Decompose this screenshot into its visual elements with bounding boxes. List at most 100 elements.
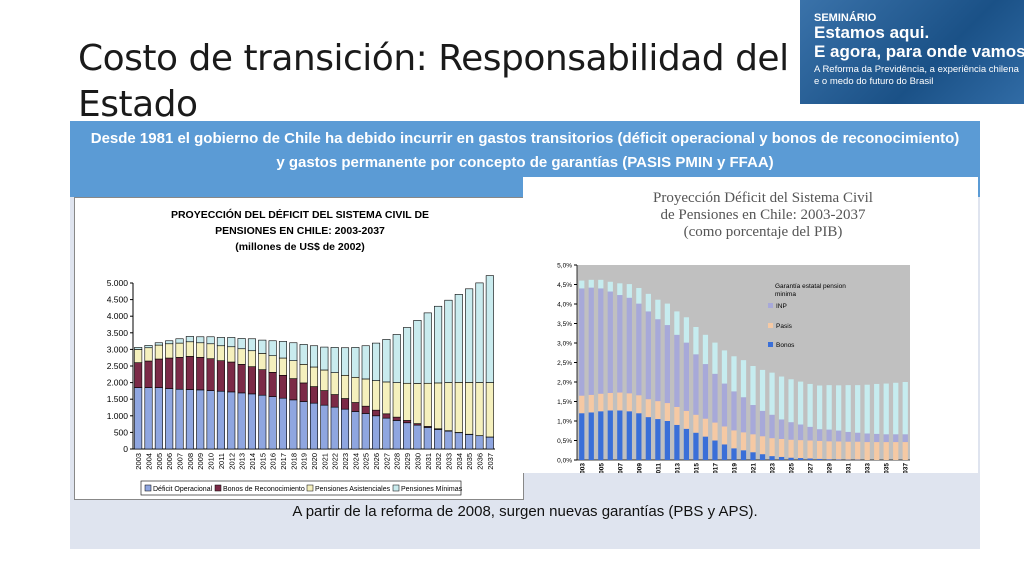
chart1-y-tick-label: 3.000 [107, 344, 129, 354]
chart1-y-tick-label: 2.500 [107, 361, 129, 371]
chart2-bar-segment [826, 429, 832, 442]
chart1-bar-segment [444, 430, 453, 450]
chart2-bar-segment [836, 459, 842, 460]
chart1-bar-segment [216, 345, 225, 361]
chart1-x-tick-label: 2027 [382, 453, 391, 470]
chart1-bar-segment [372, 380, 381, 411]
chart2-bar-segment [588, 287, 594, 395]
chart2-x-tick-label: 2015 [693, 463, 700, 473]
chart1-bar-segment [309, 345, 319, 368]
chart1-bar-segment [206, 390, 215, 450]
chart2-bar-segment [645, 293, 651, 312]
chart2-bar-segment [607, 392, 613, 411]
chart1-bar-segment [175, 338, 184, 344]
chart1-bar-segment [206, 336, 215, 345]
chart2-bar-segment [579, 413, 585, 460]
chart2-bar-segment [883, 442, 889, 460]
chart1-legend-label: Pensiones Asistenciales [315, 486, 391, 493]
chart1-x-tick-label: 2035 [465, 453, 474, 470]
chart1-bar-segment [196, 342, 205, 358]
chart1-bar-segment [185, 356, 194, 390]
chart1-bar-segment [134, 349, 143, 363]
chart2-bar-segment [693, 354, 699, 415]
chart1-x-tick-label: 2034 [455, 453, 464, 470]
chart2-bar-segment [893, 382, 899, 435]
chart2-bar-segment [598, 393, 604, 412]
chart1-legend-label: Pensiones Mínimas [401, 486, 463, 493]
chart1-x-tick-label: 2033 [444, 453, 453, 470]
chart1-bar-segment [175, 342, 184, 358]
chart2-x-tick-label: 2037 [903, 463, 910, 473]
chart1-bar-segment [154, 387, 163, 450]
chart1-bar-segment [465, 434, 474, 450]
chart1-bar-segment [144, 345, 153, 349]
chart2-bar-segment [636, 288, 642, 304]
footer-note: A partir de la reforma de 2008, surgen n… [292, 503, 758, 520]
chart1-bar-segment [434, 429, 443, 450]
chart2-y-tick-label: 1,0% [557, 419, 572, 426]
chart2-bar-segment [845, 385, 851, 432]
chart1-bar-segment [268, 340, 277, 357]
banner-heading: Estamos aqui. E agora, para onde vamos? [814, 23, 1024, 61]
chart2-bar-segment [721, 426, 728, 445]
chart2-x-tick-label: 2009 [636, 463, 643, 473]
chart2-bar-segment [721, 383, 728, 427]
chart2-bar-segment [874, 433, 880, 443]
chart1-bar-segment [454, 382, 463, 433]
chart1-x-tick-label: 2030 [413, 453, 422, 470]
chart1-bar-segment [485, 382, 494, 438]
chart2-bar-segment [683, 342, 690, 411]
chart1-bar-segment [403, 422, 412, 450]
chart2-bar-segment [807, 426, 813, 441]
chart2-bar-segment [836, 385, 842, 431]
banner-heading-line2: E agora, para onde vamos? [814, 42, 1024, 61]
chart1-x-tick-label: 2014 [248, 453, 257, 470]
chart2-bar-segment [807, 440, 813, 459]
chart1-bar-segment [237, 392, 246, 450]
chart1-x-tick-label: 2010 [207, 453, 216, 470]
chart2-y-tick-label: 0,0% [557, 458, 572, 465]
chart1-x-tick-label: 2022 [331, 453, 340, 470]
chart1-bar-segment [154, 342, 163, 346]
chart2-x-tick-label: 2005 [598, 463, 605, 473]
chart1-bar-segment [320, 390, 329, 406]
chart2-bar-segment [740, 397, 747, 433]
chart2-x-tick-label: 2021 [751, 463, 758, 473]
chart1-y-tick-label: 5.000 [107, 278, 129, 288]
chart1-x-tick-label: 2007 [176, 453, 185, 470]
chart2-bar-segment [788, 379, 794, 423]
chart2-y-tick-label: 3,5% [557, 321, 572, 328]
chart1-bar-segment [165, 343, 174, 359]
chart2-x-tick-label: 2027 [808, 463, 815, 473]
chart1-bar-segment [423, 382, 432, 427]
chart1-bar-segment [299, 382, 308, 402]
chart2-bar-segment [759, 369, 766, 411]
chart1-bar-segment [330, 406, 339, 450]
chart1-bar-segment [289, 378, 298, 401]
chart1-legend-swatch [214, 484, 222, 492]
chart2-bar-segment [636, 303, 642, 396]
chart1-bar-segment [165, 357, 174, 389]
chart2-bar-segment [598, 288, 604, 394]
chart2-bar-segment [836, 441, 842, 460]
chart2-bar-segment [617, 410, 623, 460]
chart2-bar-segment [864, 433, 870, 443]
chart1-bar-segment [227, 346, 236, 363]
chart2-bar-segment [807, 458, 813, 460]
chart2-y-tick-label: 1,5% [557, 399, 572, 406]
chart1-bar-segment [165, 388, 174, 450]
chart1-bar-segment [299, 364, 308, 384]
chart1-bar-segment [134, 362, 143, 388]
chart2-bar-segment [845, 431, 851, 442]
chart1-bar-segment [361, 405, 370, 414]
chart2-bar-segment [721, 350, 728, 384]
chart1-legend-swatch [392, 484, 400, 492]
chart1-bar-segment [258, 394, 267, 450]
chart2-bar-segment [864, 384, 870, 434]
chart1-bar-segment [341, 408, 350, 450]
chart1-bar-segment [403, 420, 412, 424]
chart2-y-tick-label: 2,5% [557, 360, 572, 367]
chart2-legend-swatch [768, 342, 773, 347]
chart2-bar-segment [778, 438, 785, 457]
chart1-bar-segment [289, 360, 298, 379]
